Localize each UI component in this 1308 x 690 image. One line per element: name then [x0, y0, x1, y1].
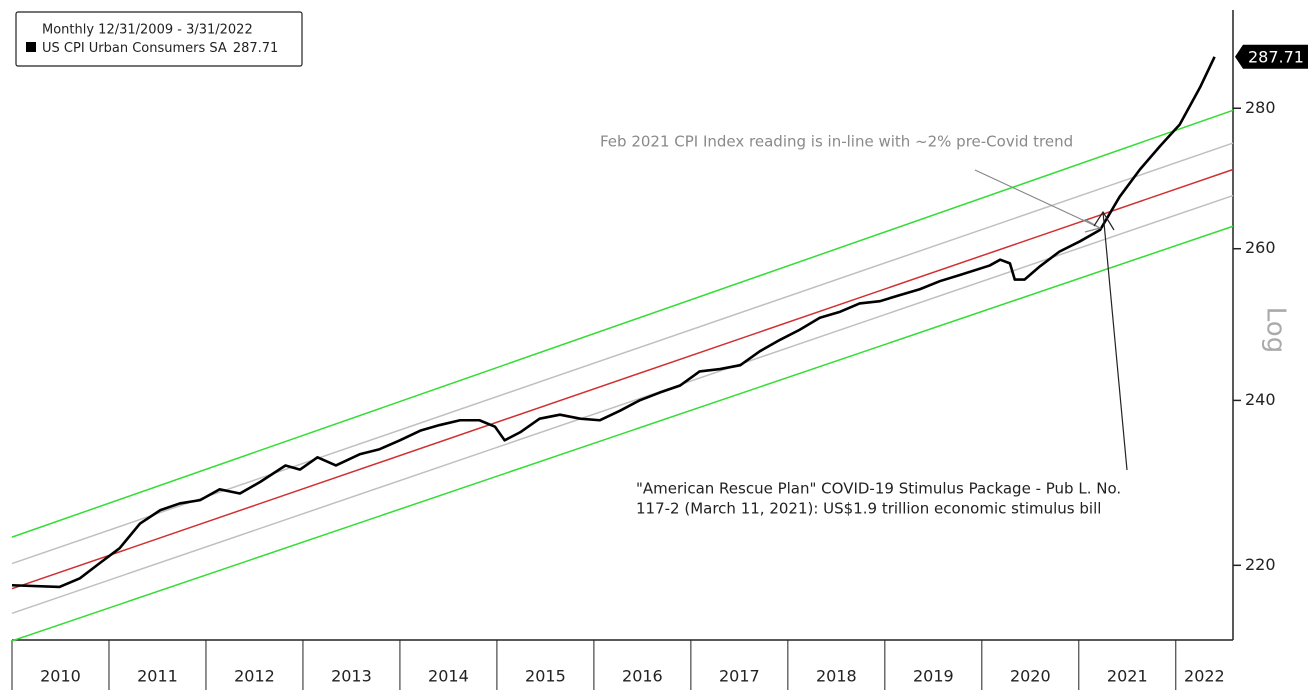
x-tick-label: 2013 [331, 667, 372, 686]
x-tick-label: 2011 [137, 667, 178, 686]
plot-area: 220 240 260 280 2010 2011 2012 2013 2014 2015 2016… [11, 10, 1308, 690]
annotation-arrowhead [1084, 219, 1102, 233]
legend-box [15, 11, 303, 67]
cpi-line [11, 56, 1216, 589]
y-axis-label: Log [1261, 307, 1291, 353]
trend-line [11, 194, 1234, 615]
legend-subtitle: Monthly 12/31/2009 - 3/31/2022 [42, 23, 253, 38]
annotation-arrow [974, 169, 1101, 229]
y-tick-label: 260 [1245, 238, 1276, 257]
x-tick-label: 2019 [913, 667, 954, 686]
x-tick-label: 2015 [525, 667, 566, 686]
x-tick-label: 2012 [234, 667, 275, 686]
annotation: 117-2 (March 11, 2021): US$1.9 trillion … [636, 500, 1101, 518]
annotation: "American Rescue Plan" COVID-19 Stimulus… [636, 480, 1121, 498]
trend-line [11, 168, 1234, 590]
x-tick-label: 2016 [622, 667, 663, 686]
x-tick-label: 2018 [816, 667, 857, 686]
x-tick-label: 2014 [428, 667, 469, 686]
trend-line [11, 225, 1234, 642]
last-value-label: 287.71 [1248, 47, 1304, 66]
x-tick-label: 2021 [1107, 667, 1148, 686]
x-tick-label: 2022 [1184, 667, 1225, 686]
y-tick-label: 220 [1245, 555, 1276, 574]
legend-value: 287.71 [233, 41, 279, 56]
annotation: Feb 2021 CPI Index reading is in-line wi… [600, 133, 1073, 151]
x-tick-label: 2010 [40, 667, 81, 686]
y-tick-label: 280 [1245, 98, 1276, 117]
legend-swatch [26, 42, 36, 52]
y-tick-label: 240 [1245, 390, 1276, 409]
annotation-arrowhead [1093, 210, 1115, 231]
trend-line [11, 142, 1234, 565]
annotation-arrow [1102, 211, 1128, 471]
trend-line [11, 109, 1234, 538]
legend-entry: US CPI Urban Consumers SA 287.71 [42, 41, 278, 56]
x-tick-label: 2020 [1010, 667, 1051, 686]
last-value-box [1235, 44, 1308, 69]
legend-name: US CPI Urban Consumers SA [42, 41, 227, 56]
x-tick-label: 2017 [719, 667, 760, 686]
